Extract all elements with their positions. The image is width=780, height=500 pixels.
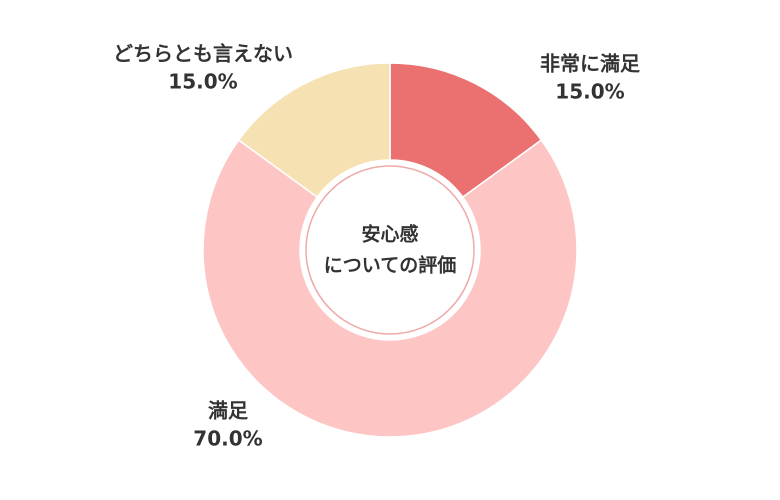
slice-value: 70.0%	[193, 427, 262, 451]
slice-value: 15.0%	[168, 70, 237, 94]
slice-label: どちらとも言えない	[113, 42, 293, 66]
donut-slice	[202, 139, 578, 438]
center-label: 安心感	[361, 223, 418, 246]
slice-value: 15.0%	[555, 80, 624, 104]
donut-slice	[237, 62, 391, 199]
donut-slice	[389, 62, 543, 199]
slice-label: 満足	[208, 399, 249, 423]
slice-label: 非常に満足	[540, 52, 641, 76]
center-label: についての評価	[324, 254, 456, 277]
inner-ring	[305, 165, 475, 335]
